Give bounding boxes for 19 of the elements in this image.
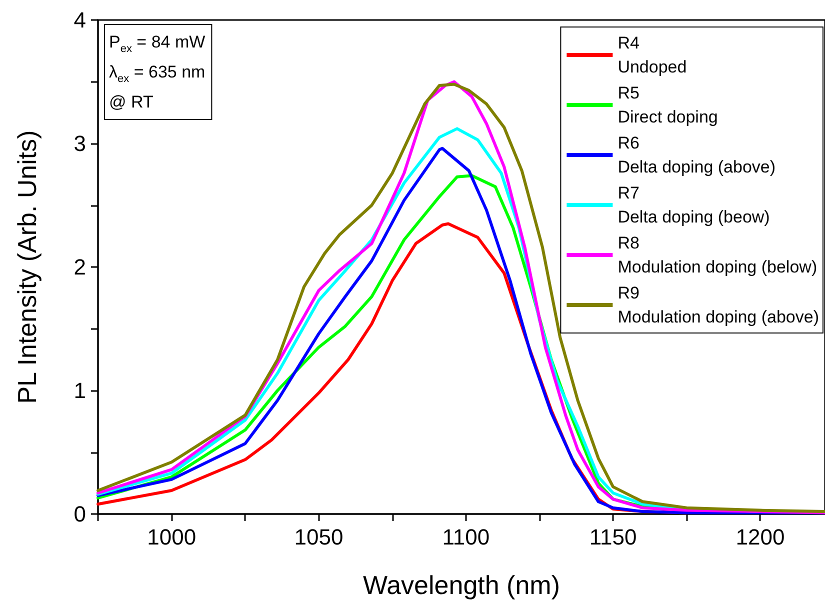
x-tick-label: 1050 <box>294 524 344 550</box>
legend-label: R5 Direct doping <box>618 84 718 126</box>
y-tick-label: 2 <box>74 254 86 280</box>
y-tick-label: 1 <box>74 378 86 403</box>
legend-label: R8 Modulation doping (below) <box>618 234 818 276</box>
x-tick-label: 1200 <box>736 524 785 550</box>
x-tick-label: 1000 <box>147 524 196 550</box>
legend-label: R4 Undoped <box>618 34 687 76</box>
legend-label: R7 Delta doping (beow) <box>618 184 770 226</box>
legend-label: R9 Modulation doping (above) <box>618 284 820 326</box>
x-axis-title: Wavelength (nm) <box>363 570 560 600</box>
y-tick-label: 3 <box>74 131 86 156</box>
legend-label: R6 Delta doping (above) <box>618 134 776 176</box>
x-tick-label: 1150 <box>589 524 637 550</box>
y-tick-label: 0 <box>74 502 86 526</box>
x-tick-label: 1100 <box>442 524 490 550</box>
annotation: @ RT <box>109 92 154 112</box>
y-axis-title: PL Intensity (Arb. Units) <box>12 130 42 404</box>
y-tick-label: 4 <box>74 8 86 32</box>
